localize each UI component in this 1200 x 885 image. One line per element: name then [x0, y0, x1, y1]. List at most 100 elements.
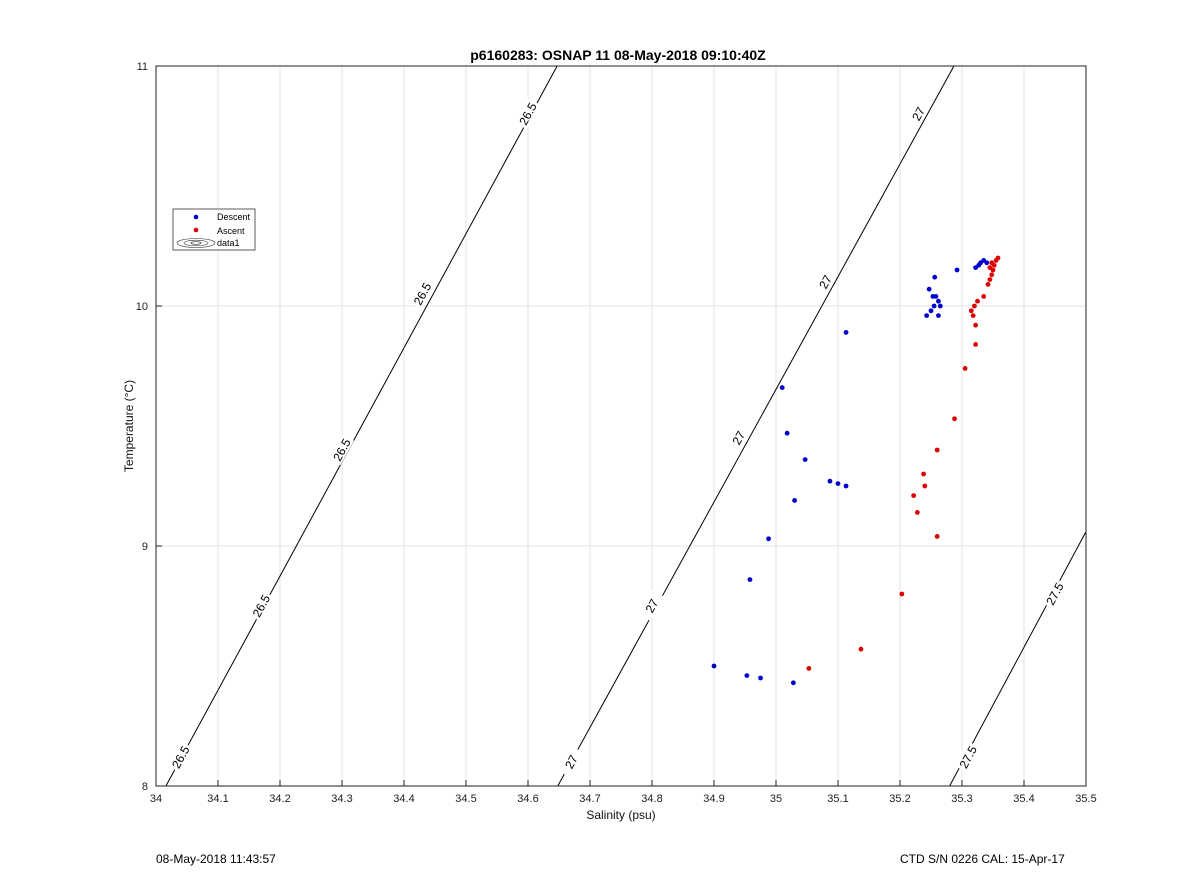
x-tick-label: 34.9 — [703, 793, 724, 805]
ascent-point — [922, 483, 928, 489]
ascent-point — [995, 255, 1001, 261]
x-tick-label: 34.2 — [269, 793, 290, 805]
density-contour-label: 27 — [909, 104, 928, 123]
density-contour-label-mask — [408, 277, 435, 310]
legend-descent-marker — [193, 214, 199, 220]
descent-point — [954, 267, 960, 273]
ascent-point — [968, 308, 974, 314]
density-contour-label-mask — [954, 741, 981, 773]
y-tick-label: 10 — [136, 301, 148, 313]
density-contour-label-mask — [514, 97, 540, 130]
density-contour-label-mask — [167, 741, 193, 773]
data-points — [711, 255, 1001, 686]
descent-point — [827, 478, 833, 484]
legend-data1-label: data1 — [217, 238, 240, 248]
descent-point — [843, 330, 849, 335]
descent-point — [924, 313, 930, 318]
ascent-point — [914, 510, 920, 515]
ascent-point — [987, 277, 993, 282]
ascent-point — [899, 591, 905, 597]
density-contour-label-group: 26.5 — [408, 277, 435, 310]
density-contour-label-group: 27 — [904, 97, 931, 130]
descent-point — [747, 577, 753, 582]
axes-frame — [155, 65, 1087, 787]
x-tick-label: 34.3 — [331, 793, 352, 805]
ascent-point — [952, 416, 957, 422]
density-contour-label: 27 — [562, 752, 581, 771]
footer-timestamp: 08-May-2018 11:43:57 — [156, 852, 276, 866]
ascent-point — [975, 298, 980, 304]
descent-point — [843, 483, 849, 489]
ascent-point — [985, 282, 991, 287]
ascent-point — [934, 534, 940, 539]
x-axis-label: Salinity (psu) — [586, 808, 655, 822]
ascent-point — [973, 322, 979, 328]
ascent-point — [972, 303, 977, 309]
density-contour-label: 27 — [816, 272, 835, 291]
density-contour-label-mask — [328, 433, 354, 466]
ascent-point — [806, 666, 812, 671]
ascent-point — [989, 272, 995, 278]
chart-title: p6160283: OSNAP 11 08-May-2018 09:10:40Z — [470, 47, 766, 63]
density-contour-label-group: 27 — [811, 265, 838, 298]
density-contour-label-group: 27 — [557, 745, 584, 778]
density-contour-label-group: 27 — [725, 421, 751, 454]
descent-point — [930, 294, 936, 299]
descent-point — [932, 274, 938, 280]
legend-descent-label: Descent — [217, 212, 251, 222]
density-contour-label: 27 — [643, 596, 662, 615]
legend-ascent-label: Ascent — [217, 226, 245, 236]
ascent-point — [911, 493, 917, 498]
descent-point — [937, 303, 943, 309]
ascent-point — [970, 313, 976, 318]
y-axis-label: Temperature (°C) — [122, 380, 136, 472]
ascent-point — [981, 294, 987, 299]
footer-instrument-info: CTD S/N 0226 CAL: 15-Apr-17 — [900, 852, 1065, 866]
density-contour-label-group: 27 — [638, 589, 665, 622]
ascent-point — [987, 265, 993, 270]
density-contour-label-group: 26.5 — [328, 433, 354, 466]
x-tick-label: 34.8 — [641, 793, 662, 805]
grid — [156, 66, 1086, 786]
descent-point — [931, 303, 937, 309]
legend[interactable]: Descent Ascent data1 — [172, 208, 256, 251]
density-contour-label-group: 27.5 — [1041, 577, 1067, 610]
density-contour-label-mask — [557, 745, 584, 778]
descent-point — [926, 286, 932, 292]
legend-contour-icon — [176, 238, 216, 248]
axis-ticks: 34 34.1 34.2 34.3 34.4 34.5 34.6 34.7 34.8 34.9 35… — [136, 61, 1097, 805]
density-contour-label-mask — [247, 589, 274, 622]
descent-point — [744, 673, 750, 678]
descent-point — [835, 481, 841, 486]
ascent-point — [973, 342, 979, 347]
x-tick-label: 35.4 — [1013, 793, 1034, 805]
density-contour-line — [557, 65, 955, 787]
ascent-point — [962, 366, 968, 371]
ascent-point — [934, 447, 940, 453]
x-tick-label: 35 — [770, 793, 782, 805]
x-tick-label: 34.1 — [207, 793, 228, 805]
x-tick-label: 34 — [150, 793, 162, 805]
descent-point — [784, 430, 790, 436]
x-tick-label: 34.4 — [393, 793, 414, 805]
legend-box — [172, 208, 256, 251]
density-contour-label-mask — [904, 97, 931, 130]
y-tick-label: 8 — [142, 781, 148, 793]
density-contour-label-mask — [725, 421, 751, 454]
descent-point — [984, 260, 990, 266]
descent-point — [790, 680, 796, 686]
descent-point — [792, 498, 797, 503]
descent-point — [766, 536, 771, 542]
x-tick-label: 35.2 — [889, 793, 910, 805]
ascent-point — [858, 646, 864, 652]
descent-point — [711, 663, 717, 669]
x-tick-label: 35.5 — [1075, 793, 1096, 805]
density-contour-label-group: 27.5 — [954, 741, 981, 773]
y-tick-label: 9 — [142, 541, 148, 553]
y-tick-label: 11 — [137, 61, 148, 73]
descent-point — [758, 675, 763, 681]
ascent-point — [989, 260, 995, 266]
x-tick-label: 34.7 — [579, 793, 600, 805]
density-contour-label-mask — [1041, 577, 1067, 610]
